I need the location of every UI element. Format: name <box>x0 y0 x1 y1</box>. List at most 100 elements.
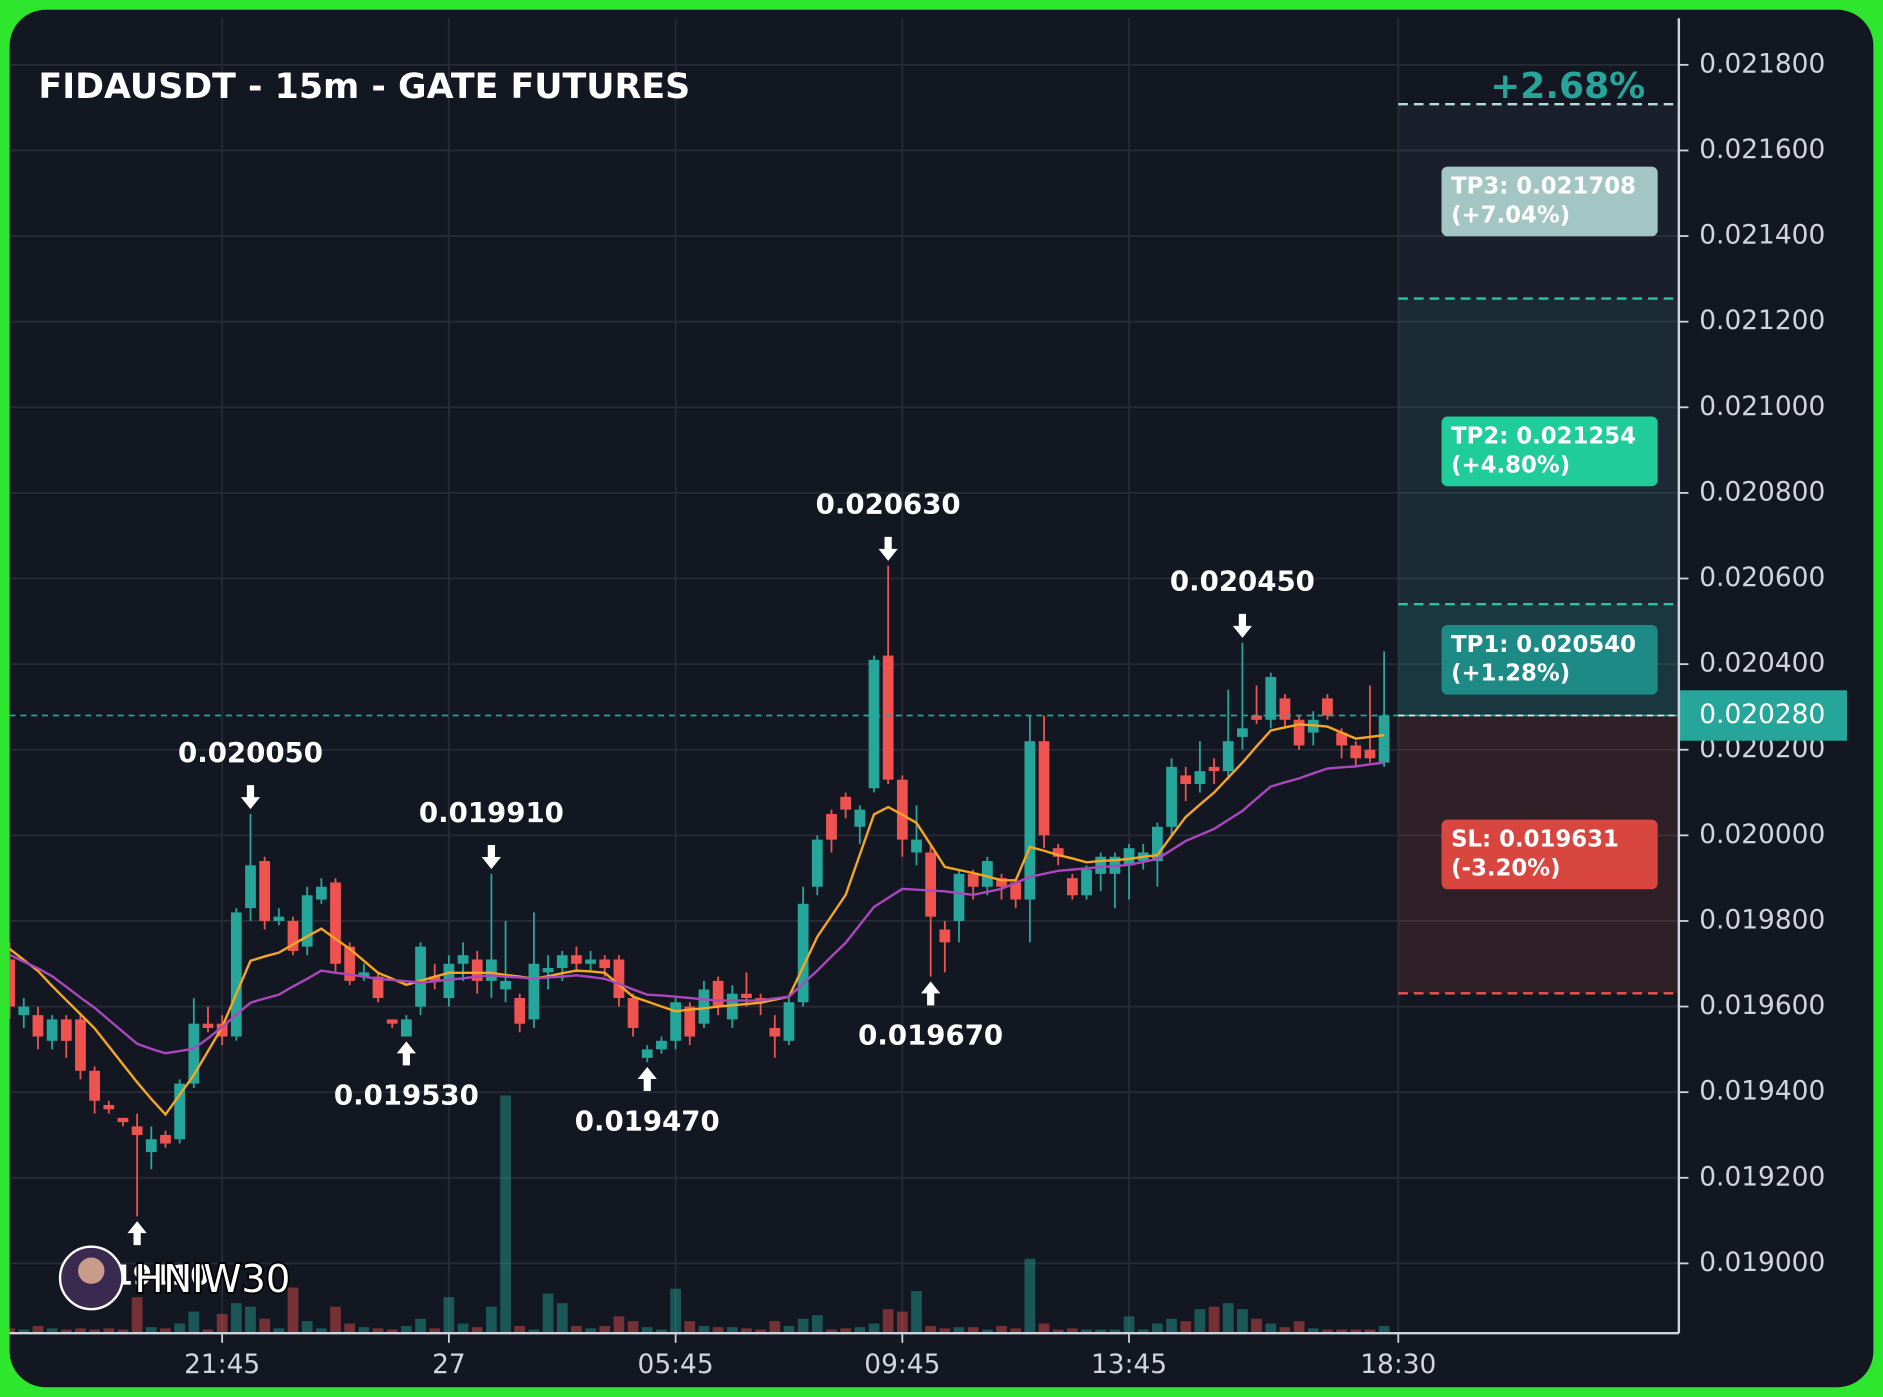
volume-bar <box>1038 1323 1050 1334</box>
candle-body <box>528 963 540 1020</box>
volume-bar <box>925 1325 937 1334</box>
y-tick-label: 0.019000 <box>1699 1247 1825 1278</box>
volume-bar <box>60 1329 72 1334</box>
candle-body <box>911 839 922 853</box>
annotation-label: 0.020450 <box>1170 565 1315 598</box>
volume-bar <box>826 1329 837 1334</box>
candle-body <box>953 873 965 921</box>
watermark: HNIW30 <box>135 1257 291 1302</box>
volume-bar <box>1066 1328 1078 1334</box>
candle-body <box>103 1105 115 1110</box>
candle-body <box>726 993 738 1020</box>
volume-bar <box>75 1328 86 1334</box>
volume-bar <box>556 1303 568 1334</box>
volume-bar <box>939 1328 951 1334</box>
volume-bar <box>1137 1329 1149 1334</box>
candle-body <box>1038 741 1050 836</box>
volume-bar <box>1279 1327 1291 1334</box>
level-change: (+7.04%) <box>1451 202 1570 228</box>
volume-bar <box>769 1321 781 1334</box>
volume-bar <box>1364 1329 1376 1334</box>
candle-body <box>627 998 639 1028</box>
volume-bar <box>783 1325 795 1334</box>
candle-body <box>571 955 582 964</box>
candle-body <box>599 959 611 969</box>
annotation-arrow <box>1232 613 1253 638</box>
candle-body <box>273 916 285 921</box>
candle-body <box>840 796 852 810</box>
volume-bar <box>1336 1329 1347 1334</box>
volume-bar <box>1237 1309 1248 1334</box>
candle-body <box>826 813 837 840</box>
candle-body <box>981 861 993 887</box>
volume-bar <box>1024 1258 1036 1334</box>
y-tick-label: 0.020600 <box>1699 562 1825 593</box>
candle-body <box>75 1019 86 1071</box>
volume-bar <box>330 1306 341 1334</box>
level-label: TP1: 0.020540 <box>1451 632 1636 658</box>
volume-bar <box>500 1095 511 1334</box>
volume-bar <box>358 1327 370 1334</box>
level-change: (-3.20%) <box>1451 855 1560 881</box>
volume-bar <box>1251 1318 1262 1334</box>
volume-bar <box>1095 1329 1107 1334</box>
candle-body <box>641 1049 653 1058</box>
grid <box>9 18 1679 1334</box>
level-box <box>1441 625 1658 695</box>
moving-average <box>9 723 1385 1117</box>
volume-bar <box>245 1306 256 1334</box>
volume-bar <box>840 1328 852 1334</box>
annotation-arrow <box>921 981 941 1006</box>
candle-body <box>1052 848 1064 857</box>
candle-body <box>386 1019 398 1024</box>
candle-body <box>188 1023 200 1084</box>
volume-bar <box>981 1329 993 1334</box>
volume-bar <box>585 1328 596 1334</box>
volume-bar <box>230 1303 242 1334</box>
volume-bar <box>1350 1329 1362 1334</box>
volume-bar <box>542 1293 554 1334</box>
avatar-face <box>78 1257 105 1284</box>
candle-body <box>868 659 880 789</box>
volume-bar <box>641 1327 653 1334</box>
candle-body <box>400 1019 412 1037</box>
candle-body <box>1237 728 1248 737</box>
volume-bar <box>967 1327 979 1334</box>
volume-bar <box>259 1318 271 1334</box>
candle-body <box>216 1023 228 1037</box>
volume-bar <box>911 1291 922 1334</box>
candle-body <box>1180 775 1192 784</box>
candle-body <box>1222 741 1234 772</box>
volume-bar <box>1123 1316 1135 1334</box>
volume-bar <box>1194 1309 1206 1334</box>
volume-bar <box>712 1327 724 1334</box>
candle-body <box>896 779 908 840</box>
candle-body <box>1293 719 1305 746</box>
annotation-label: 0.019470 <box>575 1104 720 1137</box>
x-tick-label: 18:30 <box>1360 1349 1436 1380</box>
candle-body <box>145 1139 157 1153</box>
candle-body <box>1152 826 1163 862</box>
volume-bar <box>457 1323 469 1334</box>
candle-body <box>174 1083 186 1140</box>
volume-bar <box>670 1288 681 1334</box>
annotation-label: 0.020630 <box>816 488 961 521</box>
annotation-arrow <box>240 785 261 810</box>
candle-body <box>1024 741 1036 900</box>
candle-body <box>500 980 511 990</box>
volume-bar <box>684 1321 696 1334</box>
candle-body <box>457 955 469 964</box>
candle-body <box>542 968 554 973</box>
candle-body <box>160 1134 171 1144</box>
volume-bar <box>755 1329 767 1334</box>
volume-bar <box>486 1306 497 1334</box>
candle-body <box>1251 715 1262 720</box>
volume-bar <box>1152 1323 1163 1334</box>
volume-bar <box>1166 1318 1177 1334</box>
volume-bar <box>117 1329 129 1334</box>
candle-body <box>471 959 483 981</box>
y-tick-label: 0.019200 <box>1699 1161 1825 1192</box>
candle-body <box>1166 766 1177 827</box>
candle-body <box>1066 878 1078 896</box>
